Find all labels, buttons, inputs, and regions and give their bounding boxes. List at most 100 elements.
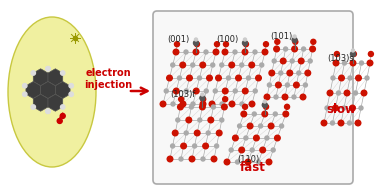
Polygon shape <box>33 69 48 86</box>
Circle shape <box>274 135 280 141</box>
Circle shape <box>242 88 248 94</box>
Circle shape <box>184 89 188 93</box>
Circle shape <box>226 76 231 80</box>
Circle shape <box>195 38 197 41</box>
Circle shape <box>235 160 240 164</box>
Text: (103)f: (103)f <box>170 90 195 99</box>
Circle shape <box>194 88 199 94</box>
Circle shape <box>269 70 274 76</box>
Circle shape <box>189 105 194 109</box>
Circle shape <box>216 75 221 81</box>
Circle shape <box>249 62 254 68</box>
Circle shape <box>187 75 192 81</box>
Circle shape <box>224 159 230 165</box>
Circle shape <box>359 106 363 110</box>
Circle shape <box>164 89 168 93</box>
Polygon shape <box>48 69 63 86</box>
Circle shape <box>342 106 346 110</box>
Circle shape <box>333 60 339 66</box>
Circle shape <box>240 102 244 106</box>
Circle shape <box>184 131 188 135</box>
Circle shape <box>220 102 224 106</box>
Circle shape <box>222 88 228 94</box>
Circle shape <box>276 82 281 88</box>
Text: (110): (110) <box>237 155 259 164</box>
Polygon shape <box>41 82 55 99</box>
Circle shape <box>206 131 210 135</box>
Text: electron
injection: electron injection <box>84 68 132 90</box>
Circle shape <box>265 136 269 140</box>
Circle shape <box>274 95 278 99</box>
Circle shape <box>223 42 228 47</box>
Circle shape <box>285 83 290 87</box>
Circle shape <box>274 46 279 52</box>
Text: (001): (001) <box>167 35 189 44</box>
Circle shape <box>239 147 245 153</box>
Circle shape <box>208 117 214 123</box>
Circle shape <box>167 156 173 162</box>
Circle shape <box>263 42 268 47</box>
Circle shape <box>240 63 244 67</box>
Circle shape <box>260 147 265 153</box>
Circle shape <box>60 71 65 75</box>
Circle shape <box>330 121 335 125</box>
Circle shape <box>250 148 254 152</box>
Circle shape <box>201 97 206 102</box>
Circle shape <box>272 59 276 63</box>
Circle shape <box>193 49 199 55</box>
Circle shape <box>243 38 246 41</box>
Circle shape <box>263 100 266 103</box>
Circle shape <box>220 63 224 67</box>
Circle shape <box>193 144 197 148</box>
Circle shape <box>180 101 186 107</box>
Circle shape <box>369 52 373 57</box>
Circle shape <box>31 105 36 109</box>
Circle shape <box>283 111 288 117</box>
Text: (103)s: (103)s <box>327 54 354 63</box>
Circle shape <box>170 144 175 148</box>
Circle shape <box>353 91 358 95</box>
Circle shape <box>249 101 255 107</box>
Circle shape <box>304 83 307 87</box>
Circle shape <box>253 89 257 93</box>
Circle shape <box>220 118 224 122</box>
Circle shape <box>338 120 344 126</box>
Circle shape <box>285 104 290 109</box>
Circle shape <box>321 120 327 126</box>
Circle shape <box>200 96 205 101</box>
Polygon shape <box>33 94 48 111</box>
Circle shape <box>352 49 355 52</box>
Circle shape <box>352 52 356 57</box>
Circle shape <box>305 70 311 76</box>
Circle shape <box>262 49 268 55</box>
Circle shape <box>262 102 267 108</box>
Circle shape <box>176 118 180 122</box>
Circle shape <box>266 159 272 165</box>
Circle shape <box>335 52 339 57</box>
Circle shape <box>260 63 264 67</box>
Circle shape <box>238 124 242 128</box>
Circle shape <box>180 62 186 68</box>
Circle shape <box>211 105 215 109</box>
Circle shape <box>233 50 237 54</box>
Circle shape <box>175 42 180 47</box>
Circle shape <box>204 89 208 93</box>
Circle shape <box>298 58 304 64</box>
Circle shape <box>229 148 233 152</box>
Circle shape <box>342 61 347 65</box>
Circle shape <box>359 61 364 65</box>
Circle shape <box>214 42 220 47</box>
Polygon shape <box>55 82 70 99</box>
Circle shape <box>60 113 65 118</box>
Circle shape <box>282 94 288 100</box>
Circle shape <box>247 123 253 129</box>
Circle shape <box>259 124 263 128</box>
Circle shape <box>292 37 297 42</box>
Circle shape <box>69 83 73 88</box>
Text: fast: fast <box>240 161 266 174</box>
Polygon shape <box>26 82 41 99</box>
Circle shape <box>257 160 260 164</box>
Circle shape <box>198 118 202 122</box>
Circle shape <box>213 89 217 93</box>
Circle shape <box>292 46 297 52</box>
